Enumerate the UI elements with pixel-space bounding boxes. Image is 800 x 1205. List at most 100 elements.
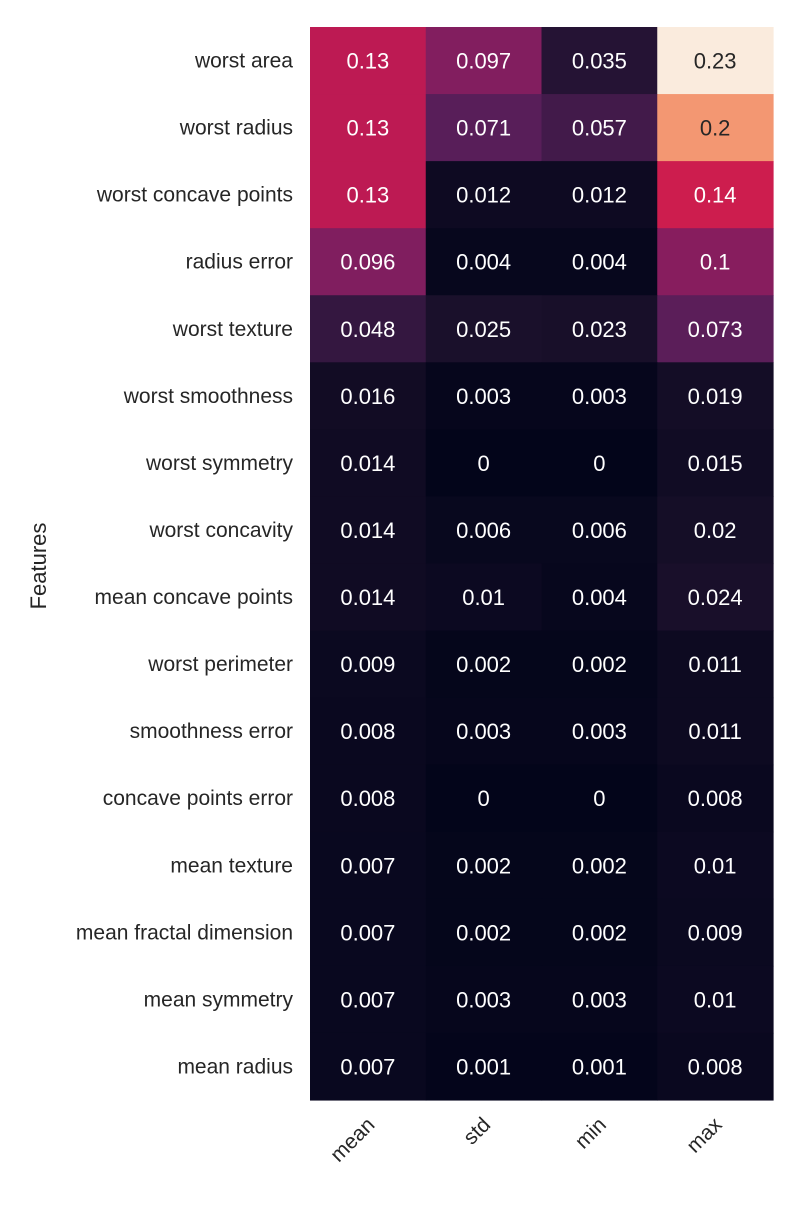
cell-label-concave-points-error-max: 0.008	[688, 786, 743, 811]
row-label-radius-error: radius error	[186, 251, 293, 274]
cell-worst-texture-std	[425, 295, 543, 363]
cell-label-worst-texture-std: 0.025	[456, 317, 511, 342]
cell-mean-concave-points-std	[425, 563, 543, 632]
cell-label-concave-points-error-min: 0	[593, 786, 605, 811]
row-label-worst-concave-points: worst concave points	[96, 184, 293, 207]
cell-worst-smoothness-max	[657, 362, 774, 430]
cell-mean-texture-min	[541, 831, 658, 900]
cell-label-worst-texture-max: 0.073	[688, 317, 743, 342]
cell-worst-smoothness-min	[541, 362, 658, 430]
cell-label-worst-texture-mean: 0.048	[340, 317, 395, 342]
row-label-worst-texture: worst texture	[172, 318, 293, 341]
cell-label-mean-symmetry-mean: 0.007	[340, 987, 395, 1012]
cell-label-worst-radius-max: 0.2	[700, 116, 731, 141]
row-tick-labels: worst area worst radius worst concave poin…	[76, 50, 294, 1079]
cell-label-worst-texture-min: 0.023	[572, 317, 627, 342]
column-label-max: max	[682, 1113, 727, 1158]
column-label-std: std	[459, 1113, 495, 1149]
column-label-mean: mean	[326, 1113, 379, 1166]
cell-mean-radius-min	[541, 1032, 658, 1101]
cell-label-worst-smoothness-min: 0.003	[572, 384, 627, 409]
row-label-concave-points-error: concave points error	[103, 787, 293, 810]
cell-radius-error-max	[657, 228, 774, 296]
cell-label-mean-fractal-dimension-max: 0.009	[688, 920, 743, 945]
cell-mean-radius-mean	[310, 1032, 427, 1101]
cell-mean-concave-points-min	[541, 563, 658, 632]
row-label-worst-radius: worst radius	[179, 117, 293, 140]
cell-mean-texture-max	[657, 831, 774, 900]
cell-concave-points-error-mean	[310, 764, 427, 833]
cell-label-mean-symmetry-std: 0.003	[456, 987, 511, 1012]
cell-label-mean-fractal-dimension-std: 0.002	[456, 920, 511, 945]
cell-smoothness-error-max	[657, 697, 774, 766]
cell-worst-area-min	[541, 27, 658, 95]
cell-label-worst-perimeter-std: 0.002	[456, 652, 511, 677]
cell-mean-concave-points-mean	[310, 563, 427, 632]
cell-label-mean-fractal-dimension-mean: 0.007	[340, 920, 395, 945]
row-label-worst-symmetry: worst symmetry	[145, 452, 294, 475]
cell-label-worst-area-std: 0.097	[456, 49, 511, 74]
cell-label-worst-concavity-min: 0.006	[572, 518, 627, 543]
cell-label-worst-concave-points-mean: 0.13	[346, 183, 389, 208]
cell-worst-texture-max	[657, 295, 774, 363]
cell-worst-symmetry-mean	[310, 429, 427, 498]
y-axis-title: Features	[26, 523, 51, 610]
cell-label-mean-concave-points-min: 0.004	[572, 585, 627, 610]
cell-label-worst-smoothness-std: 0.003	[456, 384, 511, 409]
cell-label-smoothness-error-mean: 0.008	[340, 719, 395, 744]
cell-label-worst-radius-min: 0.057	[572, 116, 627, 141]
cell-label-radius-error-std: 0.004	[456, 250, 511, 275]
cell-mean-symmetry-mean	[310, 965, 427, 1034]
cell-label-mean-fractal-dimension-min: 0.002	[572, 920, 627, 945]
cell-label-mean-radius-max: 0.008	[688, 1054, 743, 1079]
cell-worst-concave-points-min	[541, 161, 658, 229]
cell-label-concave-points-error-mean: 0.008	[340, 786, 395, 811]
cell-concave-points-error-min	[541, 764, 658, 833]
row-label-mean-fractal-dimension: mean fractal dimension	[76, 921, 293, 944]
cell-worst-perimeter-min	[541, 630, 658, 699]
cell-label-radius-error-mean: 0.096	[340, 250, 395, 275]
cell-worst-symmetry-min	[541, 429, 658, 498]
cell-label-worst-area-mean: 0.13	[346, 49, 389, 74]
cell-concave-points-error-std	[425, 764, 543, 833]
cell-label-worst-concave-points-std: 0.012	[456, 183, 511, 208]
cell-label-worst-area-max: 0.23	[694, 49, 737, 74]
cell-worst-radius-min	[541, 94, 658, 162]
cell-label-mean-radius-mean: 0.007	[340, 1054, 395, 1079]
cell-worst-area-max	[657, 27, 774, 95]
cell-label-smoothness-error-std: 0.003	[456, 719, 511, 744]
heatmap-cells: 0.13 0.097 0.035 0.23 0.13 0.071 0.057 0.2 0.13 0…	[310, 27, 774, 1101]
cell-worst-concavity-mean	[310, 496, 427, 565]
cell-mean-concave-points-max	[657, 563, 774, 632]
column-label-min: min	[571, 1113, 611, 1153]
cell-worst-smoothness-mean	[310, 362, 427, 430]
row-label-worst-perimeter: worst perimeter	[147, 653, 293, 676]
cell-label-worst-radius-mean: 0.13	[346, 116, 389, 141]
cell-mean-radius-max	[657, 1032, 774, 1101]
row-label-worst-area: worst area	[194, 50, 293, 73]
cell-worst-concave-points-max	[657, 161, 774, 229]
cell-label-smoothness-error-max: 0.011	[688, 719, 741, 744]
cell-mean-fractal-dimension-min	[541, 898, 658, 967]
cell-label-worst-concavity-max: 0.02	[694, 518, 737, 543]
row-label-mean-texture: mean texture	[170, 854, 293, 877]
cell-worst-radius-std	[425, 94, 543, 162]
cell-label-mean-texture-mean: 0.007	[340, 853, 395, 878]
row-label-mean-radius: mean radius	[177, 1055, 293, 1078]
cell-worst-symmetry-std	[425, 429, 543, 498]
cell-mean-symmetry-max	[657, 965, 774, 1034]
cell-worst-symmetry-max	[657, 429, 774, 498]
cell-worst-concave-points-std	[425, 161, 543, 229]
cell-label-worst-concavity-mean: 0.014	[340, 518, 395, 543]
cell-label-concave-points-error-std: 0	[478, 786, 490, 811]
cell-worst-concave-points-mean	[310, 161, 427, 229]
cell-worst-texture-mean	[310, 295, 427, 363]
cell-label-worst-radius-std: 0.071	[456, 116, 511, 141]
cell-label-worst-area-min: 0.035	[572, 49, 627, 74]
cell-worst-concavity-min	[541, 496, 658, 565]
row-label-worst-smoothness: worst smoothness	[123, 385, 293, 408]
cell-worst-radius-mean	[310, 94, 427, 162]
cell-concave-points-error-max	[657, 764, 774, 833]
cell-label-worst-concave-points-min: 0.012	[572, 183, 627, 208]
